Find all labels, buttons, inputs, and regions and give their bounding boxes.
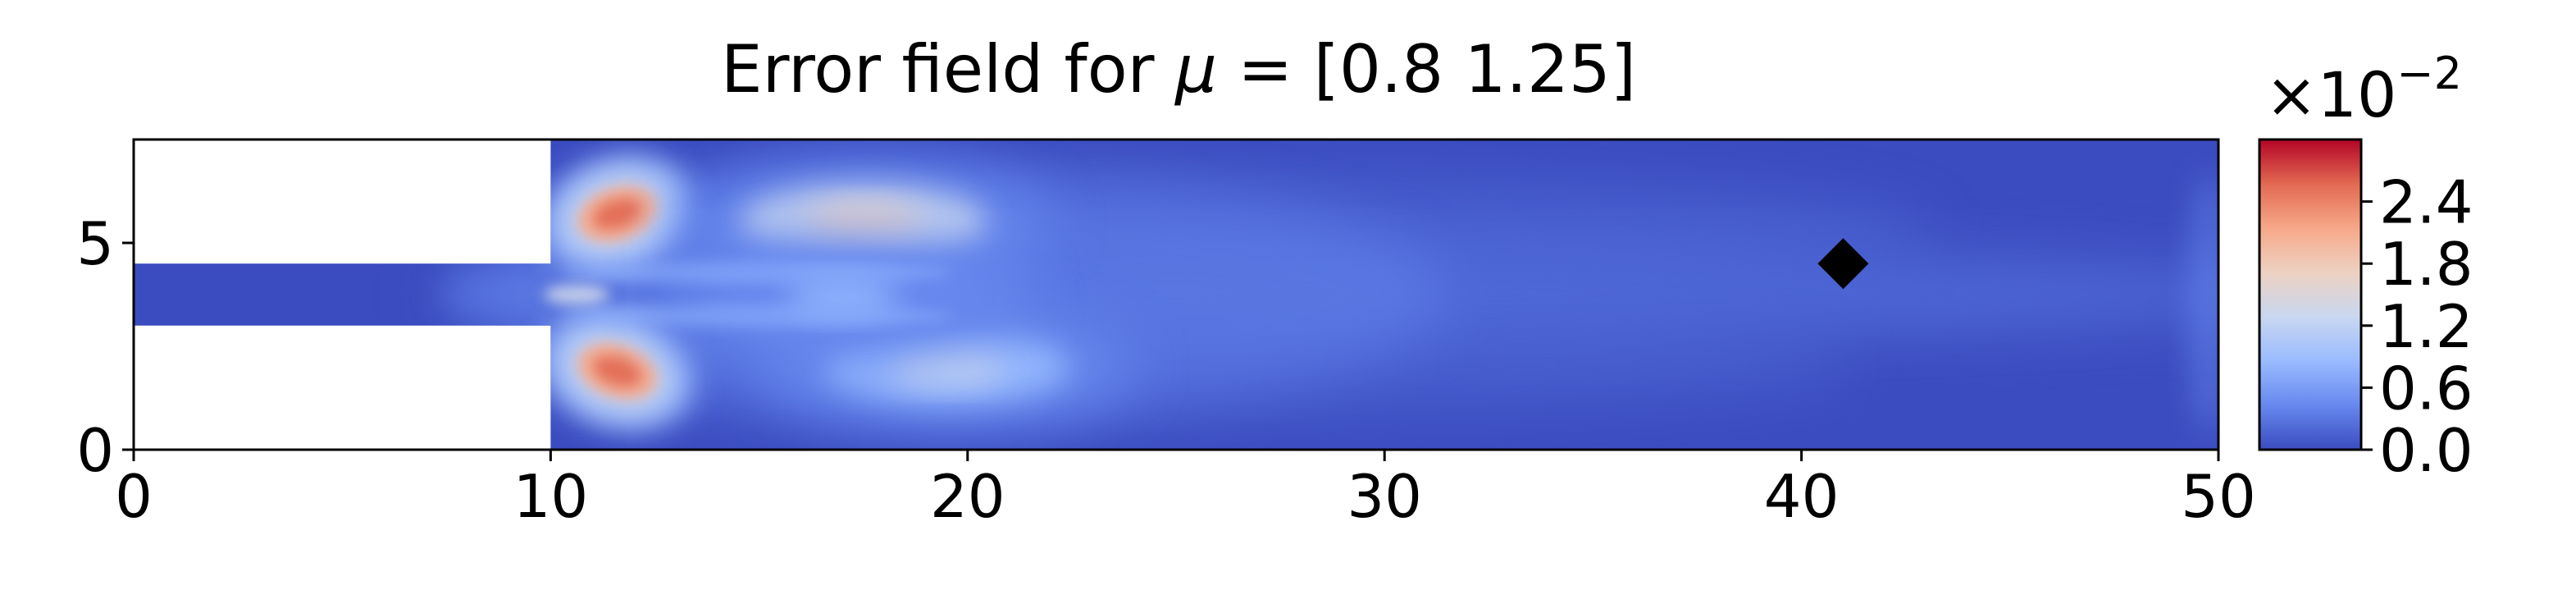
hotspots xyxy=(540,153,1136,431)
x-axis: 0 10 20 30 40 50 xyxy=(115,450,2256,531)
inlet-jet xyxy=(445,275,560,312)
hotspot-1 xyxy=(540,311,694,431)
colorbar-tick-label: 2.4 xyxy=(2379,168,2473,237)
shear-line-upper xyxy=(560,261,954,284)
x-tick-label: 50 xyxy=(2181,462,2256,531)
plot-area: 0 10 20 30 40 50 05 xyxy=(76,138,2256,531)
colorbar-ticks: 0.00.61.21.82.4 xyxy=(2361,168,2473,485)
title-mu: μ xyxy=(1174,31,1217,108)
title-text: Error field for xyxy=(721,31,1175,108)
colorbar: 0.00.61.21.82.4 xyxy=(2258,138,2473,485)
chart-title: Error field for μ = [0.8 1.25] xyxy=(721,31,1636,108)
x-tick-label: 20 xyxy=(930,462,1005,531)
colorbar-gradient xyxy=(2259,140,2361,450)
colorbar-tick-label: 1.8 xyxy=(2379,230,2473,299)
x-tick-label: 40 xyxy=(1764,462,1840,531)
x-tick-label: 0 xyxy=(115,462,153,531)
colorbar-tick-label: 0.6 xyxy=(2379,354,2473,423)
hotspot-0 xyxy=(540,153,694,274)
colorbar-scale-label: ×10−2 xyxy=(2265,48,2462,131)
colorbar-frame xyxy=(2258,138,2363,451)
y-axis: 05 xyxy=(76,209,134,485)
marker-diamond xyxy=(1817,238,1869,290)
y-tick-label: 5 xyxy=(76,209,114,278)
colorbar-tick-label: 1.2 xyxy=(2379,292,2473,361)
y-tick-label: 0 xyxy=(76,416,114,485)
hotspot-4 xyxy=(654,235,1032,359)
colorbar-scale-exp: −2 xyxy=(2396,48,2462,99)
x-tick-label: 30 xyxy=(1347,462,1422,531)
title-params: = [0.8 1.25] xyxy=(1217,31,1636,108)
plot-frame xyxy=(132,138,2220,451)
colorbar-scale-base: ×10 xyxy=(2265,58,2396,131)
right-edge-glow xyxy=(2188,172,2218,435)
shear-line-lower xyxy=(560,304,954,327)
x-tick-label: 10 xyxy=(513,462,589,531)
jet-core xyxy=(544,285,609,304)
colorbar-tick-label: 0.0 xyxy=(2379,416,2473,485)
probe-marker xyxy=(1817,238,1869,290)
